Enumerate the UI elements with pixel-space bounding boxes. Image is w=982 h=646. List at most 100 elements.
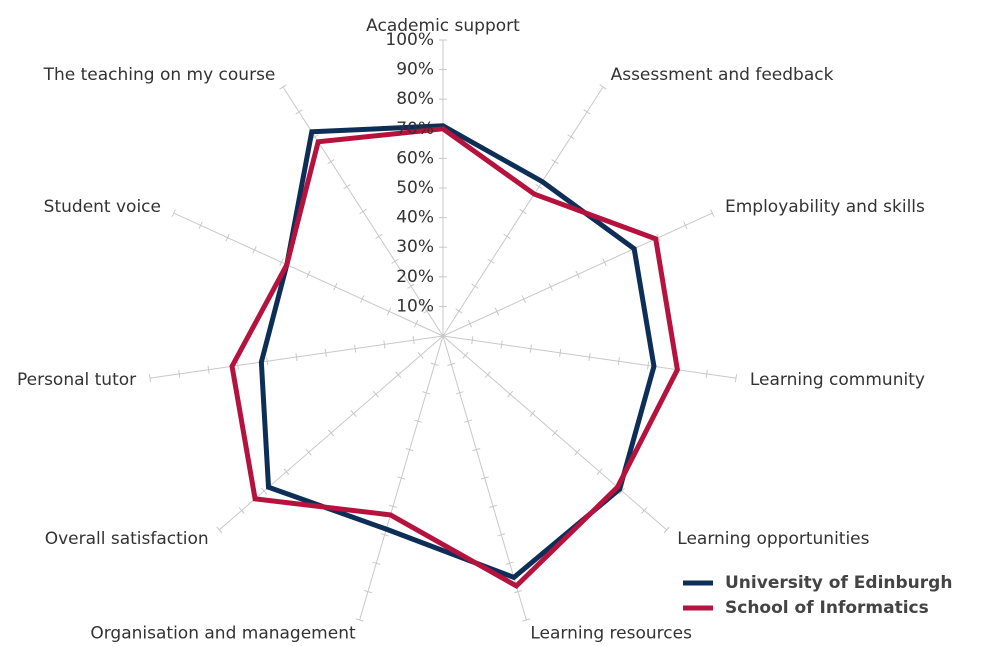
tick-mark	[455, 391, 464, 395]
tick-mark	[514, 590, 523, 594]
tick-mark	[414, 419, 422, 423]
tick-mark	[355, 618, 364, 622]
tick-mark	[575, 270, 580, 279]
tick-mark	[324, 348, 327, 357]
tick-mark	[333, 282, 338, 291]
tick-mark	[360, 295, 365, 303]
category-label: Learning opportunities	[677, 529, 869, 549]
tick-mark	[236, 361, 239, 370]
tick-mark	[216, 526, 223, 534]
tick-mark	[467, 319, 473, 328]
tick-mark	[238, 507, 245, 514]
series-lines	[229, 123, 680, 590]
tick-mark	[583, 109, 591, 115]
tick-label: 70%	[396, 119, 434, 139]
tick-mark	[447, 362, 456, 367]
tick-mark	[480, 476, 489, 480]
tick-mark	[599, 84, 607, 90]
tick-mark	[656, 233, 661, 242]
tick-mark	[372, 390, 379, 398]
legend-label: School of Informatics	[725, 598, 929, 618]
tick-mark	[354, 344, 357, 353]
tick-mark	[455, 308, 463, 314]
tick-mark	[559, 348, 562, 357]
tick-mark	[471, 336, 474, 345]
tick-mark	[279, 84, 287, 90]
tick-mark	[705, 369, 708, 378]
tick-mark	[397, 476, 406, 480]
category-label: Academic support	[366, 16, 520, 36]
tick-label: 30%	[396, 237, 434, 257]
spokes	[148, 39, 738, 622]
category-label: Employability and skills	[725, 197, 925, 217]
tick-mark	[617, 357, 620, 366]
tick-label: 60%	[396, 148, 434, 168]
tick-mark	[522, 618, 531, 622]
category-label: Learning resources	[530, 623, 692, 643]
tick-mark	[405, 447, 414, 452]
category-label: Organisation and management	[90, 623, 356, 643]
tick-mark	[567, 134, 575, 140]
tick-mark	[551, 429, 558, 437]
tick-mark	[529, 344, 532, 353]
tick-mark	[734, 374, 738, 383]
tick-mark	[519, 208, 527, 215]
tick-mark	[171, 209, 176, 217]
tick-mark	[417, 352, 424, 359]
tick-mark	[305, 448, 312, 456]
tick-mark	[471, 283, 479, 289]
tick-mark	[413, 319, 419, 328]
tick-mark	[596, 468, 603, 476]
tick-mark	[283, 468, 290, 476]
tick-mark	[295, 353, 298, 362]
tick-label: 100%	[385, 30, 434, 50]
tick-mark	[225, 233, 230, 242]
tick-mark	[529, 410, 536, 417]
tick-mark	[548, 282, 553, 291]
tick-mark	[387, 307, 392, 316]
tick-mark	[487, 258, 495, 264]
tick-mark	[328, 429, 335, 437]
tick-mark	[359, 208, 367, 215]
tick-mark	[430, 362, 439, 367]
tick-mark	[279, 258, 284, 267]
tick-mark	[497, 533, 506, 537]
tick-mark	[618, 487, 625, 495]
category-label: Learning community	[750, 370, 925, 390]
series-line	[229, 126, 680, 590]
tick-mark	[462, 352, 469, 359]
tick-mark	[602, 258, 607, 267]
tick-mark	[472, 447, 481, 452]
tick-mark	[148, 374, 152, 383]
tick-label: 10%	[396, 296, 434, 316]
tick-mark	[380, 533, 389, 537]
tick-mark	[375, 233, 383, 239]
tick-mark	[350, 410, 357, 417]
category-label: The teaching on my course	[43, 65, 276, 85]
tick-label: 80%	[396, 89, 434, 109]
tick-mark	[306, 270, 311, 279]
category-label: Student voice	[44, 197, 161, 217]
tick-label: 20%	[396, 267, 434, 287]
tick-mark	[266, 357, 269, 366]
tick-mark	[500, 340, 503, 349]
tick-mark	[423, 308, 431, 314]
tick-mark	[710, 209, 715, 217]
tick-mark	[484, 371, 491, 379]
tick-mark	[535, 184, 543, 190]
tick-mark	[683, 221, 688, 230]
tick-mark	[647, 361, 650, 370]
tick-mark	[407, 283, 415, 289]
tick-mark	[372, 561, 381, 565]
tick-mark	[207, 365, 210, 374]
tick-mark	[327, 159, 335, 165]
tick-mark	[574, 448, 581, 456]
tick-mark	[198, 221, 203, 230]
tick-mark	[178, 369, 181, 378]
tick-label: 90%	[396, 60, 434, 80]
tick-mark	[464, 419, 472, 423]
tick-mark	[489, 504, 498, 509]
tick-mark	[363, 590, 372, 594]
tick-mark	[505, 561, 514, 565]
